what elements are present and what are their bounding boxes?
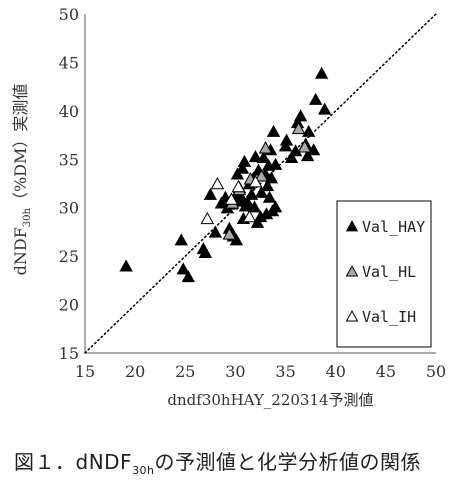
data-point	[174, 233, 188, 246]
data-point	[262, 190, 277, 203]
y-axis-label-suffix: （%DM）実測値	[11, 84, 30, 208]
x-tick-labels: 15 20 25 30 35 40 45 50	[75, 362, 446, 381]
series-val-hl	[222, 121, 312, 240]
figure-caption: 図１．dNDF30hの予測値と化学分析値の関係	[14, 446, 421, 477]
data-point	[222, 227, 237, 240]
series-val-hay	[119, 66, 332, 283]
legend: Val_HAY Val_HL Val_IH	[336, 200, 432, 348]
data-point	[242, 209, 257, 223]
one-to-one-line	[84, 13, 437, 354]
y-tick-label: 20	[59, 296, 79, 315]
data-point	[234, 190, 249, 203]
data-point	[288, 144, 303, 157]
legend-marker	[345, 220, 359, 232]
data-point	[231, 179, 246, 193]
data-point	[278, 139, 293, 152]
y-tick-label: 30	[59, 199, 79, 218]
x-tick-label: 15	[75, 362, 95, 381]
caption-term-sub: 30h	[132, 464, 155, 477]
x-tick-label: 40	[326, 362, 346, 381]
plot-frame-group	[84, 14, 436, 354]
data-point	[203, 187, 218, 200]
y-tick-label: 35	[59, 150, 79, 169]
data-point	[256, 151, 271, 164]
data-point	[248, 150, 263, 163]
data-point	[300, 149, 315, 162]
data-point	[318, 102, 332, 115]
data-point	[210, 176, 225, 190]
x-axis-label: dndf30hHAY_220314予測値	[167, 391, 373, 409]
data-point	[268, 200, 283, 213]
data-point	[214, 196, 229, 209]
data-point	[291, 121, 306, 135]
data-point	[260, 179, 275, 192]
data-point	[247, 200, 262, 213]
legend-entry: Val_HAY	[362, 218, 425, 236]
data-point	[254, 169, 269, 182]
y-axis-label-main: dNDF	[11, 227, 30, 275]
data-point	[208, 225, 223, 238]
data-point	[293, 109, 308, 122]
caption-term: dNDF	[75, 450, 133, 474]
data-point	[181, 270, 195, 283]
caption-suffix: の予測値と化学分析値の関係	[154, 450, 422, 474]
legend-entry: Val_IH	[362, 308, 416, 326]
data-point	[176, 262, 190, 275]
data-point	[264, 171, 279, 184]
data-point	[224, 192, 239, 205]
data-point	[244, 187, 259, 200]
data-point	[235, 161, 250, 174]
data-point	[254, 185, 269, 198]
data-point	[284, 151, 299, 164]
data-point	[198, 245, 213, 258]
y-tick-label: 45	[59, 53, 79, 72]
y-tick-labels: 15 20 25 30 35 40 45 50	[59, 5, 79, 363]
reference-line-group	[84, 13, 437, 354]
x-tick-label: 25	[175, 362, 195, 381]
data-point	[240, 195, 255, 208]
data-point	[266, 124, 281, 137]
y-axis-label: dNDF30h（%DM）実測値	[11, 84, 33, 276]
data-point	[248, 175, 263, 188]
data-point	[314, 66, 329, 79]
data-point	[297, 140, 312, 153]
caption-prefix: 図１．	[14, 450, 76, 474]
x-tick-label: 20	[125, 362, 145, 381]
x-tick-label: 35	[275, 362, 295, 381]
x-tick-label: 30	[225, 362, 245, 381]
scatter-chart: 15 20 25 30 35 40 45 50 15 20 25 30 35 40 45 50 Val_HA…	[11, 5, 446, 409]
x-tick-label: 50	[426, 362, 446, 381]
data-point	[279, 133, 294, 146]
y-axis-label-sub: 30h	[22, 207, 33, 227]
x-tick-label: 45	[376, 362, 396, 381]
y-tick-label: 50	[59, 5, 79, 24]
legend-entry: Val_HL	[362, 263, 416, 281]
data-point	[258, 141, 273, 154]
data-point	[200, 211, 215, 225]
data-point	[268, 157, 283, 170]
y-tick-label: 25	[59, 247, 79, 266]
data-points	[119, 66, 332, 283]
data-point	[237, 154, 252, 167]
data-point	[308, 92, 323, 105]
legend-marker	[345, 310, 359, 322]
data-point	[119, 259, 133, 272]
data-point	[301, 124, 316, 137]
legend-marker	[345, 265, 359, 277]
data-point	[230, 167, 245, 180]
series-val-ih	[200, 175, 263, 225]
y-tick-label: 40	[59, 102, 79, 121]
y-tick-label: 15	[59, 344, 79, 363]
